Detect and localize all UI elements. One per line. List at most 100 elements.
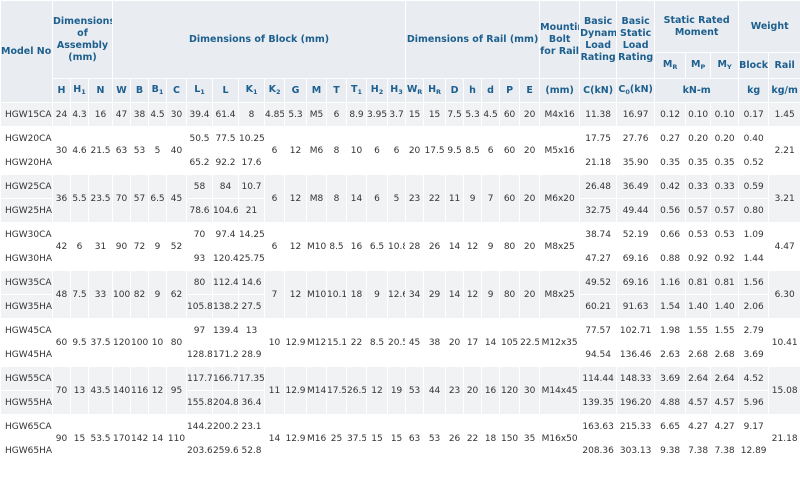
symbol: H [73,83,82,95]
value-cell: 82 [130,270,150,319]
value-cell: 105 [499,318,521,367]
symbol: H [390,83,399,95]
value-cell: 0.53 [685,222,712,247]
value-cell: 155.8 [186,390,214,415]
value-cell: 0.33 [710,174,740,199]
value-cell: 0.20 [710,126,740,151]
value-cell: 22 [423,174,447,223]
value-cell: 0.53 [710,222,740,247]
value-cell: 12.89 [738,438,770,463]
value-cell: 12 [284,270,308,319]
value-cell: 7.38 [710,438,740,463]
value-cell: M8x25 [539,222,581,271]
symbol: H [370,83,379,95]
value-cell: 53 [423,414,447,463]
value-cell: 8 [238,102,266,127]
value-cell: M5 [306,102,328,127]
value-cell: 35 [519,414,541,463]
value-cell: 116 [130,366,150,415]
value-cell: 22.5 [519,318,541,367]
value-cell: 6.5 [148,174,168,223]
unit-header: H [52,78,71,103]
value-cell: 14 [264,414,286,463]
value-cell: 0.57 [685,198,712,223]
unit-header: E [519,78,541,103]
value-cell: 33 [87,270,114,319]
subscript: 1 [200,87,205,96]
value-cell: 3.21 [768,174,800,223]
value-cell: 31 [87,222,114,271]
value-cell: 90 [112,222,132,271]
unit-header: K1 [238,78,266,103]
value-cell: 97 [186,318,214,343]
data-row: HGW55CA 70 13 43.5 140 116 12 95 117.7 166.7 17.35… [0,366,800,415]
value-cell: 4.88 [654,390,687,415]
value-cell: 42 [52,222,71,271]
value-cell: 0.66 [654,222,687,247]
model-cell: HGW55CA [0,366,53,391]
subscript: 1 [252,87,258,96]
value-cell: 0.40 [738,126,770,151]
value-cell: 57 [130,174,150,223]
value-cell: 36.49 [616,174,656,199]
subscript: 1 [81,87,86,96]
value-cell: M16 [306,414,328,463]
subscript: 1 [158,87,164,96]
value-cell: 9.5 [70,318,89,367]
value-cell: 4.85 [264,102,286,127]
value-cell: 14 [445,222,465,271]
unit-header: T1 [346,78,368,103]
value-cell: 3.69 [738,342,770,367]
value-cell: 14 [445,270,465,319]
value-cell: 9 [366,270,389,319]
value-cell: 53.5 [87,414,114,463]
value-cell: 5.3 [284,102,308,127]
value-cell: 90 [52,414,71,463]
value-cell: 0.35 [710,150,740,175]
value-cell: 30 [52,126,71,175]
value-cell: 65.2 [186,150,214,175]
model-cell: HGW30HA [0,246,53,271]
value-cell: 0.12 [654,102,687,127]
value-cell: 204.8 [212,390,240,415]
value-cell: 19 [387,366,407,415]
value-cell: 15.08 [768,366,800,415]
data-row: HGW25HA 78.6 104.6 21 32.75 49.44 0.56 0.57 0.57… [0,198,800,223]
subscript: R [436,87,442,96]
value-cell: 27.76 [616,126,656,151]
value-cell: 38 [423,318,447,367]
value-cell: M16x50 [539,414,581,463]
value-cell: M14 [306,366,328,415]
value-cell: 0.88 [654,246,687,271]
subscript: 2 [275,87,281,96]
value-cell: 20 [519,126,541,175]
value-cell: 77.57 [579,318,618,343]
value-cell: 17.75 [579,126,618,151]
data-row: HGW30CA 42 6 31 90 72 9 52 70 97.4 14.25 6 12 M10 8.5 1… [0,222,800,271]
value-cell: 12.9 [284,414,308,463]
subscript: 1 [357,87,363,96]
value-cell: 142 [130,414,150,463]
value-cell: 11 [264,366,286,415]
value-cell: M8x25 [539,270,581,319]
value-cell: 21.18 [768,414,800,463]
unit-header: L [212,78,240,103]
value-cell: 20 [519,270,541,319]
value-cell: 5 [148,126,168,175]
data-row: HGW25CA 36 5.5 23.5 70 57 6.5 45 58 84 10.7 6 12 M8 8 1… [0,174,800,223]
value-cell: 100 [112,270,132,319]
value-cell: 91.63 [616,294,656,319]
data-row: HGW45HA 128.8 171.2 28.9 94.54 136.46 2.63 2.68… [0,342,800,367]
value-cell: 0.56 [654,198,687,223]
value-cell: 80 [499,222,521,271]
value-cell: 6 [366,126,389,175]
model-cell: HGW65HA [0,438,53,463]
unit-header: B1 [148,78,168,103]
group-header: Weight [738,0,800,53]
value-cell: 171.2 [212,342,240,367]
value-cell: 28.9 [238,342,266,367]
unit-header: kg/m [768,78,800,103]
unit-header: W [112,78,132,103]
value-cell: 12 [284,222,308,271]
symbol: M [717,58,728,70]
